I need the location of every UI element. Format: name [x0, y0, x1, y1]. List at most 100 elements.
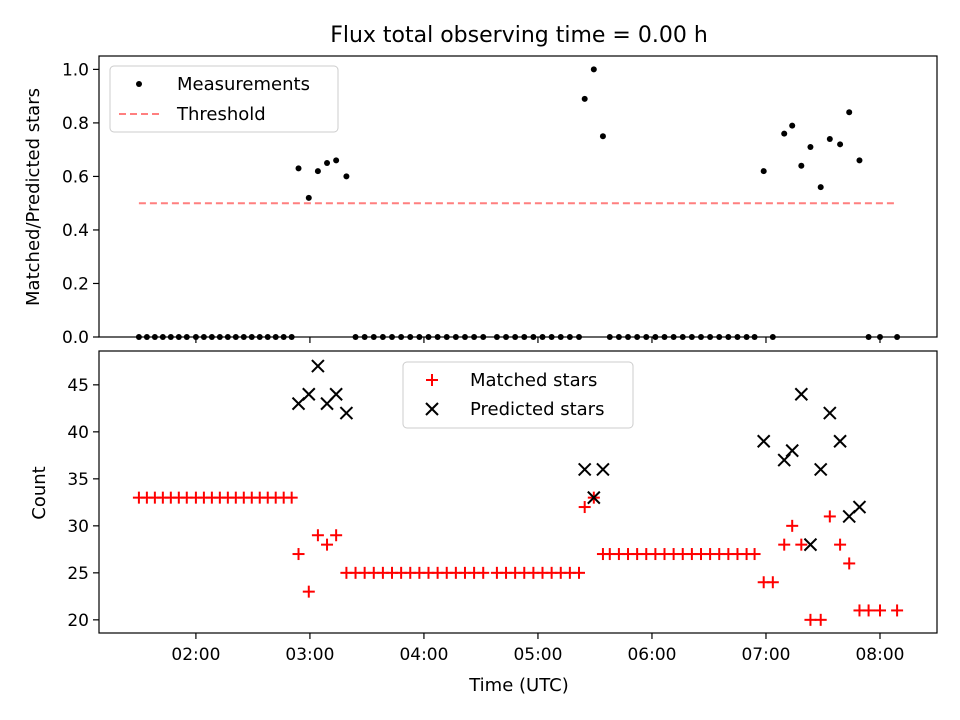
- measurement-point: [305, 194, 312, 201]
- x-tick-label: 04:00: [399, 645, 448, 665]
- predicted-stars-point: [302, 387, 316, 401]
- measurement-point: [781, 130, 788, 137]
- y-tick-label: 0.4: [62, 221, 89, 241]
- ratio-plot-area: [135, 66, 901, 340]
- measurement-point: [826, 135, 833, 142]
- measurement-point: [856, 157, 863, 164]
- predicted-stars-point: [794, 387, 809, 401]
- measurement-point: [807, 143, 814, 150]
- measurement-point: [789, 122, 796, 129]
- matched-stars-point: [795, 538, 808, 551]
- predicted-stars-point: [577, 462, 592, 477]
- measurement-point: [343, 173, 350, 180]
- predicted-stars-point: [777, 453, 791, 467]
- predicted-stars-point: [596, 462, 610, 477]
- x-tick-label: 03:00: [285, 645, 334, 665]
- predicted-stars-point: [833, 434, 847, 448]
- matched-stars-point: [302, 585, 315, 598]
- count-legend: Matched stars Predicted stars: [402, 361, 634, 429]
- measurement-point: [295, 165, 302, 172]
- x-tick-label: 05:00: [513, 645, 562, 665]
- predicted-stars-point: [329, 387, 343, 401]
- matched-stars-point: [843, 557, 856, 570]
- predicted-stars-point: [823, 406, 837, 420]
- measurement-point: [846, 109, 853, 116]
- legend-measurements-label: Measurements: [177, 74, 310, 95]
- legend-matched-marker: [426, 374, 438, 386]
- matched-stars-point: [891, 604, 904, 617]
- matched-stars-point: [578, 501, 591, 514]
- y-tick-label: 0.8: [62, 114, 89, 134]
- count-y-ticks: 20 25 30 35 40 45: [67, 376, 99, 631]
- matched-stars-point: [814, 613, 827, 626]
- measurement-point: [324, 160, 331, 167]
- ratio-axes-frame: [98, 55, 938, 338]
- matched-stars-point: [862, 604, 875, 617]
- x-tick-label: 02:00: [171, 645, 220, 665]
- matched-stars-point: [766, 576, 779, 589]
- x-axis-label: Time (UTC): [468, 675, 569, 696]
- y-tick-label: 25: [67, 564, 89, 584]
- measurement-point: [599, 133, 606, 140]
- y-tick-label: 20: [67, 611, 89, 631]
- predicted-stars-point: [852, 500, 867, 514]
- ratio-y-axis-label: Matched/Predicted stars: [23, 88, 44, 306]
- legend-matched-label: Matched stars: [470, 370, 597, 391]
- y-tick-label: 30: [67, 517, 89, 537]
- chart-title: Flux total observing time = 0.00 h: [330, 23, 708, 48]
- y-tick-label: 1.0: [62, 60, 89, 80]
- y-tick-label: 40: [67, 423, 89, 443]
- measurement-point: [581, 95, 588, 102]
- matched-stars-point: [321, 538, 334, 551]
- count-y-axis-label: Count: [29, 466, 50, 519]
- predicted-stars-point: [803, 537, 818, 552]
- y-tick-label: 0.0: [62, 328, 89, 348]
- legend-threshold-label: Threshold: [176, 104, 266, 125]
- matched-stars-point: [786, 519, 799, 532]
- matched-stars-point: [834, 538, 847, 551]
- matched-stars-point: [330, 529, 343, 542]
- predicted-stars-point: [756, 434, 771, 448]
- measurement-point: [333, 157, 340, 164]
- count-x-ticks: 02:00 03:00 04:00 05:00 06:00 07:00 08:00: [171, 633, 904, 665]
- matched-stars-point: [572, 566, 585, 579]
- count-panel: 20 25 30 35 40 45 02:00 03:00 04:00 05:00 06:00 07…: [29, 350, 938, 696]
- predicted-stars-point: [813, 462, 828, 477]
- ratio-legend: Measurements Threshold: [109, 65, 339, 133]
- matched-stars-point: [477, 566, 490, 579]
- y-tick-label: 0.2: [62, 274, 89, 294]
- matched-stars-point: [823, 510, 836, 523]
- x-tick-label: 07:00: [741, 645, 790, 665]
- y-tick-label: 45: [67, 376, 89, 396]
- count-plot-area: [132, 359, 904, 626]
- measurement-point: [798, 162, 805, 169]
- matched-stars-point: [804, 613, 817, 626]
- matched-stars-point: [311, 529, 324, 542]
- legend-predicted-marker: [425, 402, 439, 416]
- measurement-point: [314, 168, 321, 175]
- matched-stars-point: [873, 604, 886, 617]
- predicted-stars-point: [311, 359, 325, 373]
- measurement-point: [590, 66, 597, 73]
- legend-predicted-label: Predicted stars: [470, 399, 604, 420]
- x-tick-label: 06:00: [627, 645, 676, 665]
- matched-stars-point: [285, 491, 298, 504]
- predicted-stars-point: [587, 490, 601, 505]
- predicted-stars-point: [339, 406, 354, 420]
- ratio-x-ticks: [195, 337, 881, 343]
- count-axes-frame: [98, 350, 938, 634]
- legend-measurements-marker: [136, 81, 142, 87]
- measurement-point: [837, 141, 844, 148]
- matched-stars-point: [748, 548, 761, 561]
- x-tick-label: 08:00: [855, 645, 904, 665]
- predicted-stars-point: [785, 443, 799, 458]
- measurement-point: [760, 168, 767, 175]
- count-legend-box: [402, 361, 634, 429]
- measurement-point: [817, 184, 824, 191]
- ratio-panel: 0.0 0.2 0.4 0.6 0.8 1.0 Matched/Predicted sta…: [23, 55, 938, 348]
- ratio-legend-box: [109, 65, 339, 133]
- matched-stars-point: [778, 538, 791, 551]
- ratio-y-ticks: 0.0 0.2 0.4 0.6 0.8 1.0: [62, 60, 99, 348]
- y-tick-label: 0.6: [62, 167, 89, 187]
